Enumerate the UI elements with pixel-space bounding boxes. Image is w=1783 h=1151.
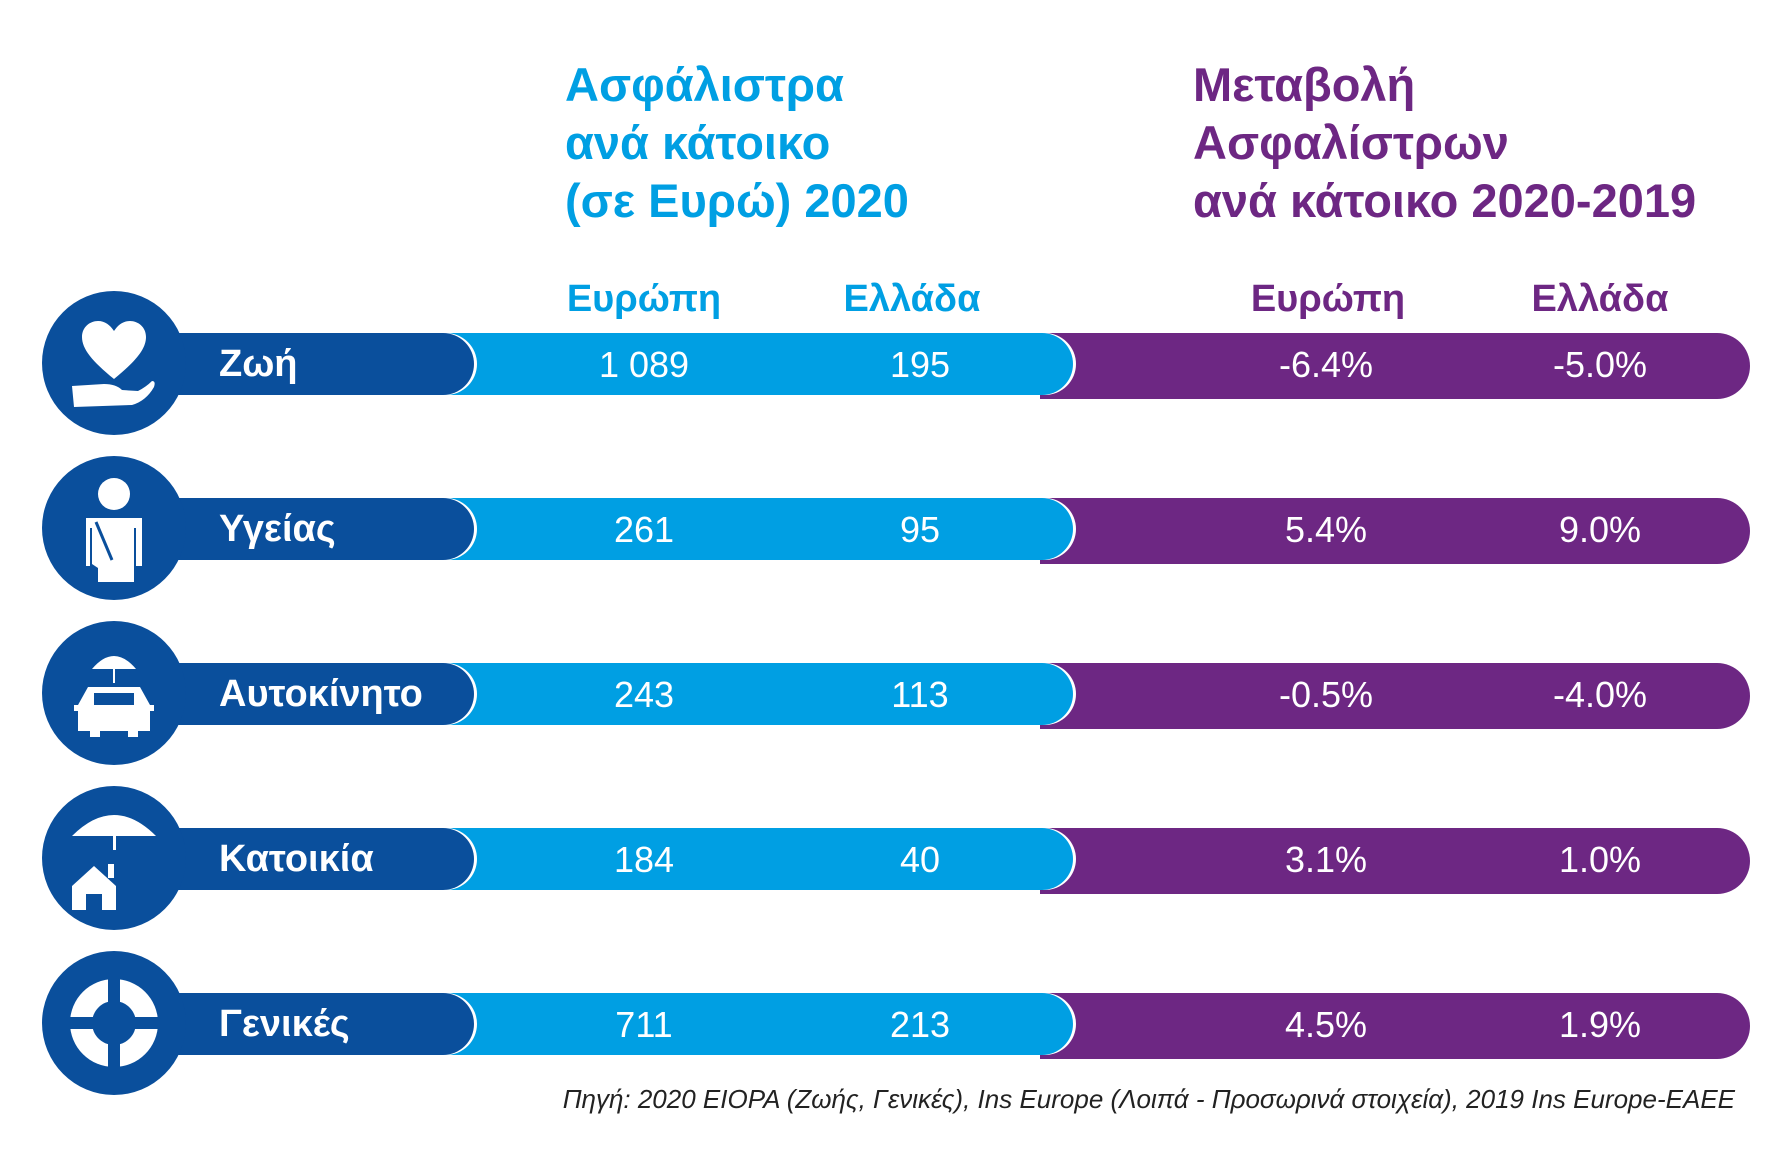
change-bar	[1040, 498, 1750, 564]
lifebuoy-icon	[66, 975, 162, 1071]
greece-premium: 195	[889, 344, 951, 385]
change-bar	[1040, 993, 1750, 1059]
change-title-line: Ασφαλίστρων	[1193, 116, 1509, 169]
premiums-bar	[440, 333, 1073, 395]
category-label: Κατοικία	[219, 838, 374, 880]
category-icon-circle	[42, 951, 186, 1095]
source-note: Πηγή: 2020 EIOPA (Ζωής, Γενικές), Ins Eu…	[562, 1084, 1735, 1114]
category-label: Ζωή	[219, 343, 298, 385]
greece-change: 1.0%	[1558, 839, 1642, 880]
europe-change: 3.1%	[1284, 839, 1368, 880]
change-title-line: ανά κάτοικο 2020-2019	[1193, 174, 1697, 227]
category-row: Γενικές 711 213 4.5% 1.9%	[0, 951, 1783, 1101]
change-bar	[1040, 333, 1750, 399]
premiums-title-line: Ασφάλιστρα	[565, 58, 844, 111]
premiums-bar	[440, 828, 1073, 890]
premiums-bar	[440, 498, 1073, 560]
europe-premium: 184	[613, 839, 675, 880]
greece-premium: 95	[899, 509, 941, 550]
category-label: Υγείας	[219, 508, 336, 550]
change-bar	[1040, 828, 1750, 894]
heart-hand-icon	[72, 321, 155, 407]
category-label: Γενικές	[219, 1003, 350, 1045]
category-icon-circle	[42, 621, 186, 765]
europe-change: 4.5%	[1284, 1004, 1368, 1045]
premiums-title: Ασφάλιστρα ανά κάτοικο (σε Ευρώ) 2020	[565, 56, 909, 230]
greece-change: -4.0%	[1552, 674, 1648, 715]
greece-premium: 113	[891, 674, 949, 715]
injured-person-icon	[86, 478, 142, 582]
change-bar	[1040, 663, 1750, 729]
change-greece-header: Ελλάδα	[1531, 278, 1669, 320]
category-row: Κατοικία 184 40 3.1% 1.0%	[0, 786, 1783, 936]
europe-change: -6.4%	[1278, 344, 1374, 385]
premiums-title-line: ανά κάτοικο	[565, 116, 831, 169]
greece-change: -5.0%	[1552, 344, 1648, 385]
greece-premium: 40	[899, 839, 941, 880]
europe-change: 5.4%	[1284, 509, 1368, 550]
change-title-line: Μεταβολή	[1193, 58, 1416, 111]
category-icon-circle	[42, 291, 186, 435]
category-label: Αυτοκίνητο	[219, 673, 423, 715]
change-europe-header: Ευρώπη	[1250, 278, 1406, 320]
category-row: Υγείας 261 95 5.4% 9.0%	[0, 456, 1783, 606]
premiums-title-line: (σε Ευρώ) 2020	[565, 174, 909, 227]
premiums-greece-header: Ελλάδα	[843, 278, 981, 320]
category-row: Αυτοκίνητο 243 113 -0.5% -4.0%	[0, 621, 1783, 771]
europe-premium: 711	[615, 1004, 673, 1045]
house-umbrella-icon	[72, 815, 156, 910]
greece-change: 1.9%	[1558, 1004, 1642, 1045]
premiums-bar	[440, 993, 1073, 1055]
category-row: Ζωή 1 089 195 -6.4% -5.0%	[0, 291, 1783, 441]
car-umbrella-icon	[74, 656, 154, 737]
premiums-bar	[440, 663, 1073, 725]
category-icon-circle	[42, 786, 186, 930]
europe-change: -0.5%	[1278, 674, 1374, 715]
europe-premium: 243	[613, 674, 675, 715]
change-title: Μεταβολή Ασφαλίστρων ανά κάτοικο 2020-20…	[1193, 56, 1696, 230]
category-icon-circle	[42, 456, 186, 600]
greece-change: 9.0%	[1558, 509, 1642, 550]
premiums-europe-header: Ευρώπη	[566, 278, 722, 320]
europe-premium: 1 089	[598, 344, 690, 385]
europe-premium: 261	[613, 509, 675, 550]
greece-premium: 213	[889, 1004, 951, 1045]
